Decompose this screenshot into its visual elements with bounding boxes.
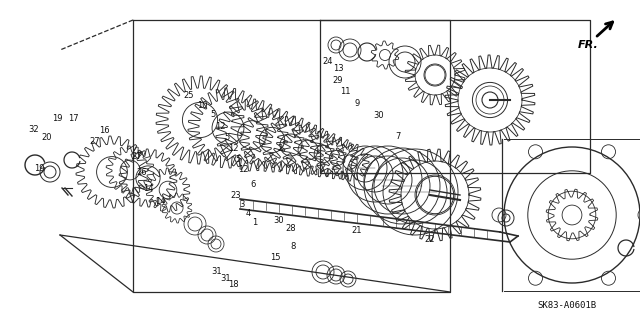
Text: 22: 22 bbox=[425, 235, 435, 244]
Text: 10: 10 bbox=[197, 101, 207, 110]
Text: 31: 31 bbox=[211, 267, 221, 276]
Text: SK83-A0601B: SK83-A0601B bbox=[538, 300, 596, 309]
Text: 19: 19 bbox=[52, 114, 63, 123]
Text: 20: 20 bbox=[42, 133, 52, 142]
Text: 12: 12 bbox=[216, 122, 226, 130]
Text: 29: 29 bbox=[333, 76, 343, 85]
Text: 5: 5 bbox=[236, 155, 241, 164]
Text: 31: 31 bbox=[220, 274, 230, 283]
Text: 5: 5 bbox=[225, 133, 230, 142]
Text: 5: 5 bbox=[211, 110, 216, 119]
Text: 8: 8 bbox=[291, 242, 296, 251]
Text: 19: 19 bbox=[35, 164, 45, 173]
Text: 17: 17 bbox=[68, 114, 79, 123]
Text: 2: 2 bbox=[278, 144, 283, 153]
Text: 27: 27 bbox=[131, 152, 141, 161]
Text: 32: 32 bbox=[28, 125, 38, 134]
Text: 1: 1 bbox=[252, 218, 257, 227]
Text: 18: 18 bbox=[228, 280, 239, 289]
Text: 21: 21 bbox=[352, 226, 362, 235]
Text: 26: 26 bbox=[137, 168, 147, 177]
Text: 30: 30 bbox=[273, 216, 284, 225]
Text: 14: 14 bbox=[143, 184, 154, 193]
Text: 6: 6 bbox=[250, 180, 255, 189]
Text: 28: 28 bbox=[286, 224, 296, 233]
Text: 27: 27 bbox=[90, 137, 100, 146]
Text: 3: 3 bbox=[239, 200, 244, 209]
Text: 4: 4 bbox=[246, 209, 251, 218]
Text: 24: 24 bbox=[323, 57, 333, 66]
Text: 13: 13 bbox=[333, 64, 343, 73]
Text: 25: 25 bbox=[184, 91, 194, 100]
Text: 11: 11 bbox=[340, 87, 351, 96]
Text: 16: 16 bbox=[99, 126, 109, 135]
Text: 14: 14 bbox=[155, 197, 165, 206]
Text: 23: 23 bbox=[230, 191, 241, 200]
Text: 12: 12 bbox=[238, 165, 248, 174]
Text: 15: 15 bbox=[270, 253, 280, 262]
Text: FR.: FR. bbox=[578, 40, 598, 50]
Text: 9: 9 bbox=[355, 99, 360, 108]
Text: 30: 30 bbox=[374, 111, 384, 120]
Text: 12: 12 bbox=[228, 144, 239, 153]
Text: 7: 7 bbox=[396, 132, 401, 141]
